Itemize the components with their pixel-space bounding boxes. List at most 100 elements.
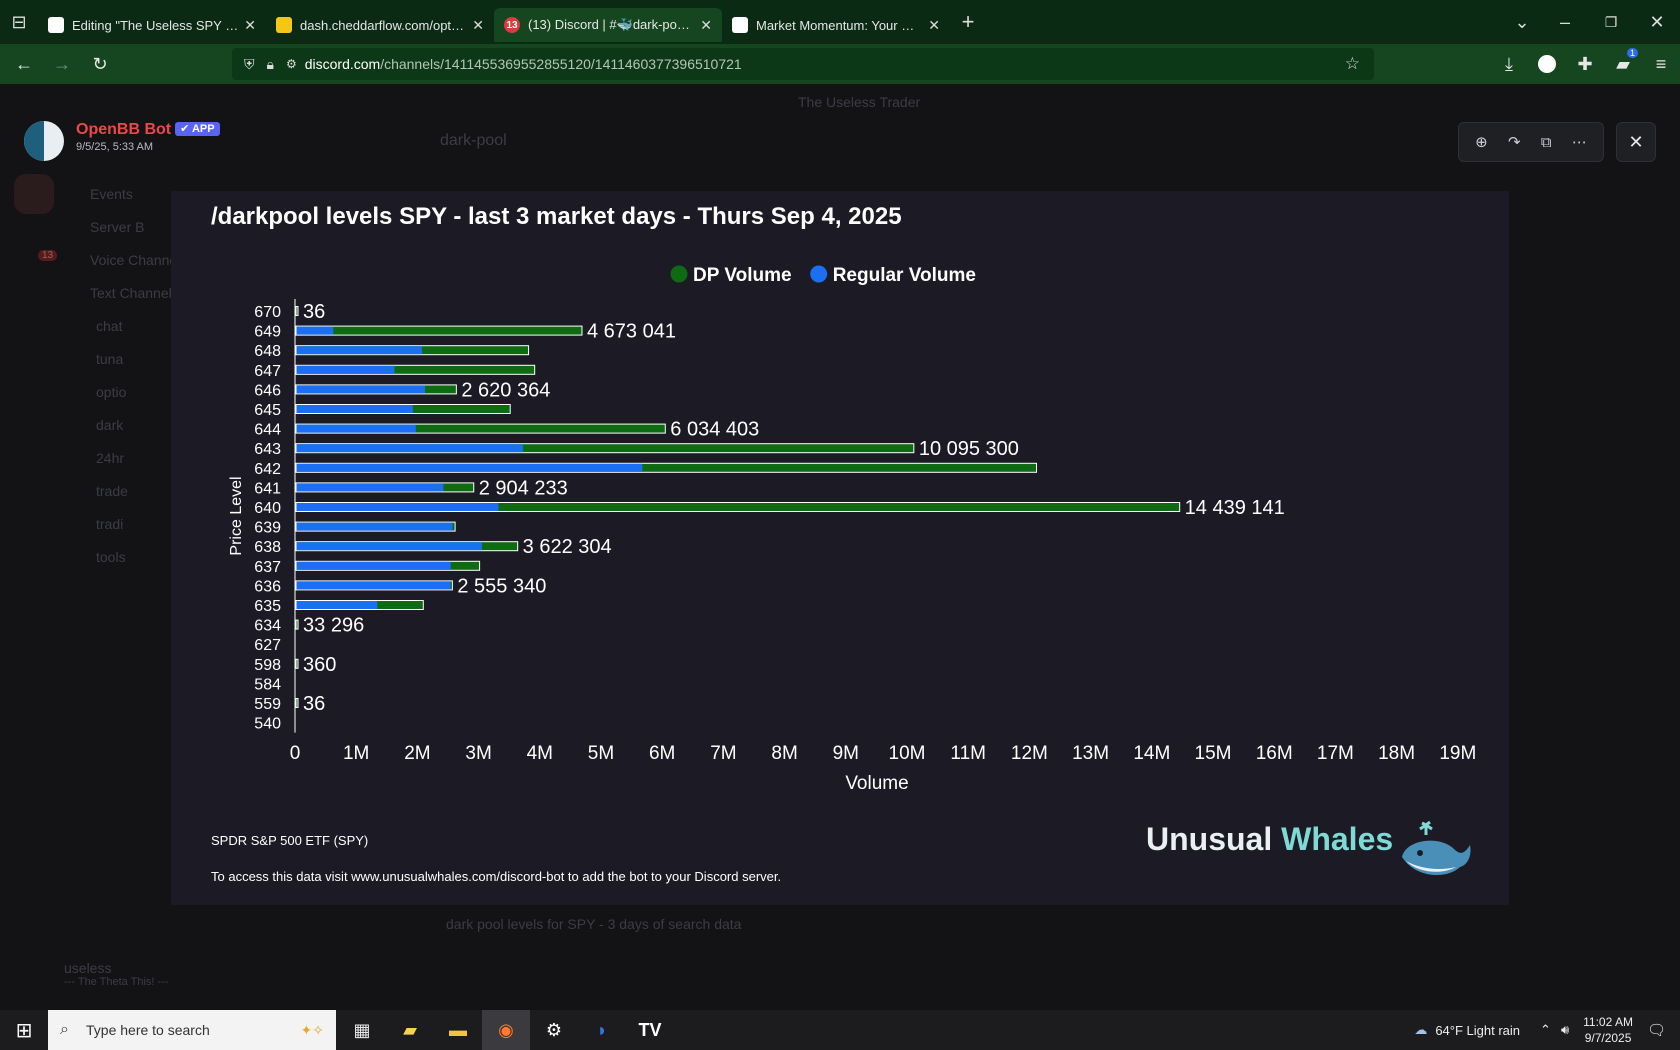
x-tick-label: 9M: [833, 743, 859, 764]
close-window-button[interactable]: ✕: [1649, 11, 1665, 32]
sidebar-item[interactable]: dark: [96, 417, 124, 433]
sidebar-item[interactable]: 24hr: [96, 450, 125, 466]
regular-volume-bar: [296, 561, 451, 570]
tab-overview-icon[interactable]: ⊟: [11, 11, 27, 32]
sidebar-item[interactable]: Server B: [90, 219, 145, 235]
server-badge: 13: [38, 250, 58, 261]
y-tick-label: 640: [254, 500, 281, 517]
regular-volume-bar: [296, 424, 416, 433]
sidebar-item[interactable]: tools: [96, 549, 126, 565]
tab-close-icon[interactable]: ✕: [928, 16, 940, 33]
x-tick-label: 13M: [1072, 743, 1109, 764]
sidebar-item[interactable]: Events: [90, 186, 133, 202]
weather-icon[interactable]: ☁: [1414, 1022, 1428, 1037]
browser-tab[interactable]: dash.cheddarflow.com/options-flow ✕: [266, 8, 494, 42]
taskbar-search[interactable]: ⌕ Type here to search ✦✧: [48, 1010, 336, 1050]
tab-list-dropdown-icon[interactable]: ⌄: [1514, 11, 1530, 32]
sidebar-item[interactable]: tradi: [96, 516, 124, 532]
regular-volume-bar: [296, 542, 482, 551]
browser-toolbar: ← → ↻ ⛨ 🔒︎ ⚙︎ discord.com/channels/14114…: [0, 44, 1680, 84]
extensions-icon[interactable]: ✚: [1577, 53, 1593, 74]
volume-icon[interactable]: 🔊︎: [1560, 1022, 1570, 1037]
data-label: 33 296: [303, 615, 364, 637]
downloads-icon[interactable]: ⤓: [1505, 53, 1513, 74]
shield-icon[interactable]: ⛨: [244, 55, 255, 72]
extension-badge-icon[interactable]: ▰ 1: [1604, 48, 1642, 80]
x-tick-label: 4M: [527, 743, 553, 764]
y-tick-label: 649: [254, 324, 281, 341]
tab-close-icon[interactable]: ✕: [472, 16, 484, 33]
forward-icon[interactable]: ↷: [1508, 134, 1521, 151]
x-tick-label: 11M: [950, 743, 986, 764]
zoom-icon[interactable]: ⊕: [1475, 134, 1488, 151]
dp-volume-bar: [295, 698, 299, 708]
restore-window-button[interactable]: ❐: [1604, 13, 1618, 30]
file-explorer-icon[interactable]: ▬: [449, 1019, 467, 1040]
user-status: --- The Theta This! ---: [64, 976, 169, 988]
calculator-icon[interactable]: ▦: [353, 1019, 371, 1040]
legend-label: Regular Volume: [833, 265, 976, 286]
app-menu-icon[interactable]: ≡: [1655, 53, 1667, 74]
close-viewer-button[interactable]: ✕: [1616, 122, 1656, 162]
bookmark-star-icon[interactable]: ☆: [1344, 54, 1360, 73]
sidebar-item[interactable]: tuna: [96, 351, 124, 367]
tab-title: Market Momentum: Your Weekly: [756, 17, 922, 33]
data-label: 6 034 403: [670, 419, 759, 441]
substack-icon: [48, 17, 64, 33]
data-label: 14 439 141: [1185, 497, 1285, 519]
browser-tab[interactable]: Market Momentum: Your Weekly ✕: [722, 8, 950, 42]
back-button[interactable]: ←: [15, 53, 33, 74]
lock-icon[interactable]: 🔒︎: [266, 55, 274, 72]
hidden-icons-chevron-icon[interactable]: ⌃: [1540, 1022, 1551, 1037]
server-icon[interactable]: [14, 174, 54, 214]
minimize-window-button[interactable]: –: [1559, 11, 1570, 32]
dp-volume-bar: [295, 619, 299, 630]
clock[interactable]: 11:02 AM 9/7/2025: [1583, 1014, 1633, 1046]
browser-tab[interactable]: Editing "The Useless SPY Report" ✕: [38, 8, 266, 42]
more-icon[interactable]: ⋯: [1571, 134, 1587, 151]
sticky-notes-icon[interactable]: ▰: [403, 1019, 417, 1040]
open-in-browser-icon[interactable]: ⧉: [1540, 133, 1552, 151]
y-tick-label: 559: [254, 696, 281, 713]
sidebar-item[interactable]: trade: [96, 483, 128, 499]
site-permissions-icon[interactable]: ⚙︎: [285, 57, 297, 71]
weather-text[interactable]: 64°F Light rain: [1435, 1022, 1521, 1038]
x-tick-label: 3M: [465, 743, 491, 764]
sidebar-item[interactable]: Text Channels: [90, 285, 179, 301]
y-tick-label: 540: [254, 716, 281, 733]
regular-volume-bar: [296, 483, 444, 492]
settings-icon[interactable]: ⚙: [545, 1019, 563, 1040]
dp-volume-bar: [295, 364, 536, 375]
sidebar-item[interactable]: optio: [96, 384, 127, 400]
x-tick-label: 8M: [771, 743, 797, 764]
new-tab-button[interactable]: +: [961, 9, 975, 34]
start-button[interactable]: ⊞: [15, 1019, 33, 1042]
reload-button[interactable]: ↻: [92, 53, 108, 74]
y-tick-label: 647: [254, 363, 281, 380]
address-bar[interactable]: ⛨ 🔒︎ ⚙︎ discord.com/channels/14114553695…: [232, 48, 1374, 80]
tab-close-icon[interactable]: ✕: [244, 16, 256, 33]
tradingview-icon[interactable]: TV: [638, 1019, 662, 1040]
notifications-icon[interactable]: 🗨︎: [1646, 1022, 1666, 1039]
posted-timestamp: 9/5/25, 5:33 AM: [76, 141, 154, 153]
poster-name[interactable]: OpenBB Bot: [76, 121, 172, 138]
firefox-icon[interactable]: ◉: [482, 1010, 530, 1050]
browser-tab-strip: ⊟ Editing "The Useless SPY Report"✕dash.…: [0, 0, 1680, 44]
chart-image[interactable]: /darkpool levels SPY - last 3 market day…: [171, 191, 1509, 905]
sidebar-item[interactable]: chat: [96, 318, 123, 334]
account-icon[interactable]: [1528, 48, 1566, 80]
regular-volume-bar: [296, 365, 395, 374]
sidebar-item[interactable]: Voice Channels: [90, 252, 188, 268]
app-icon[interactable]: ◗: [596, 1019, 608, 1040]
x-tick-label: 15M: [1195, 743, 1232, 764]
regular-volume-bar: [296, 326, 334, 335]
tab-title: dash.cheddarflow.com/options-flow: [300, 17, 466, 33]
bot-avatar[interactable]: [24, 121, 64, 161]
x-tick-label: 12M: [1011, 743, 1048, 764]
data-label: 4 673 041: [587, 321, 676, 343]
tab-close-icon[interactable]: ✕: [700, 16, 712, 33]
data-label: 2 904 233: [479, 477, 568, 499]
forward-button[interactable]: →: [53, 53, 71, 74]
clock-date: 9/7/2025: [1584, 1031, 1632, 1045]
browser-tab[interactable]: 13 (13) Discord | #🐳dark-pool | The Usele…: [494, 8, 722, 42]
